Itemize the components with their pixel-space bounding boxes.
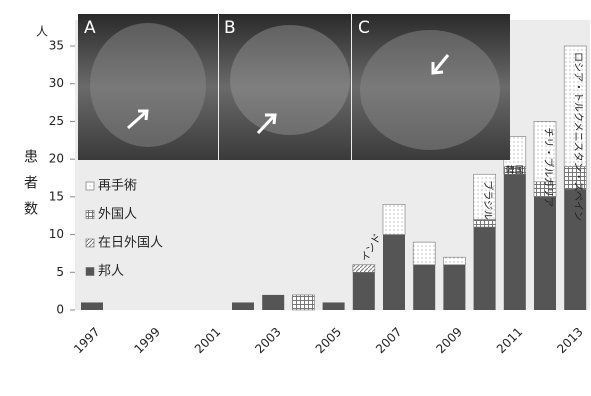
legend-label: 再手術: [98, 179, 137, 194]
bar-segment: [443, 257, 465, 265]
bar-segment: [262, 295, 284, 310]
legend-swatch: [86, 239, 94, 247]
y-label-text: 患者数: [22, 149, 38, 227]
bar-segment: [383, 204, 405, 234]
bar-segment: [474, 227, 496, 310]
x-tick-label: 2005: [313, 325, 344, 356]
bar-segment: [383, 235, 405, 310]
bar-segment: [534, 197, 556, 310]
legend-label: 邦人: [98, 264, 124, 279]
bar-segment: [353, 265, 375, 273]
y-tick-label: 10: [49, 227, 64, 241]
y-tick-label: 0: [56, 303, 64, 317]
bar-segment: [323, 302, 345, 310]
bar-segment: [232, 302, 254, 310]
y-tick-label: 5: [56, 265, 64, 279]
annotation: 韓国: [506, 165, 524, 176]
bar-segment: [443, 265, 465, 310]
x-tick-label: 1999: [131, 325, 162, 356]
chart: A B C 人 患者数 再手術外国人在日外国人邦人 0 5 10 15 20 25 30 35…: [0, 0, 591, 396]
legend-label: 在日外国人: [98, 236, 163, 251]
legend-swatch: [86, 182, 94, 190]
x-tick-label: 2007: [373, 325, 404, 356]
panel-label: C: [358, 18, 370, 38]
y-tick-label: 20: [49, 152, 64, 166]
x-tick-label: 2009: [433, 325, 464, 356]
y-tick-label: 15: [49, 189, 64, 203]
y-tick-label: 25: [49, 114, 64, 128]
mri-images: [78, 14, 510, 160]
x-tick-label: 2011: [494, 325, 525, 356]
x-tick-label: 2001: [192, 325, 223, 356]
bar-segment: [474, 219, 496, 227]
x-tick-label: 2003: [252, 325, 283, 356]
x-tick-label: 2013: [554, 325, 585, 356]
panel-label: A: [84, 18, 96, 38]
y-tick-label: 35: [49, 39, 64, 53]
annotation: ブラジル: [482, 180, 495, 220]
annotation: ロシア・トルクメニスタン・スペイン: [572, 52, 584, 221]
bar-segment: [504, 174, 526, 310]
bar-segment: [81, 302, 103, 310]
legend-label: 外国人: [98, 207, 137, 222]
y-tick-label: 30: [49, 76, 64, 90]
annotation: チリ・ブルガリア: [542, 127, 555, 207]
y-unit: 人: [36, 25, 48, 39]
y-axis-label: 患者数: [22, 149, 38, 227]
bar-segment: [413, 242, 435, 265]
bar-segment: [413, 265, 435, 310]
bar-segment: [292, 295, 314, 310]
legend-swatch: [86, 268, 94, 276]
panel-label: B: [224, 18, 236, 38]
x-tick-label: 1997: [71, 325, 102, 356]
bar-segment: [353, 272, 375, 310]
legend-swatch: [86, 211, 94, 219]
